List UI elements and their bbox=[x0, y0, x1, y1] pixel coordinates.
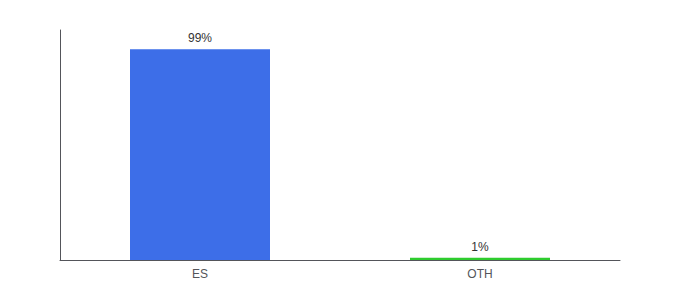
svg-text:99%: 99% bbox=[188, 31, 212, 45]
svg-text:ES: ES bbox=[192, 267, 208, 281]
svg-text:OTH: OTH bbox=[467, 267, 492, 281]
svg-text:1%: 1% bbox=[471, 240, 489, 254]
